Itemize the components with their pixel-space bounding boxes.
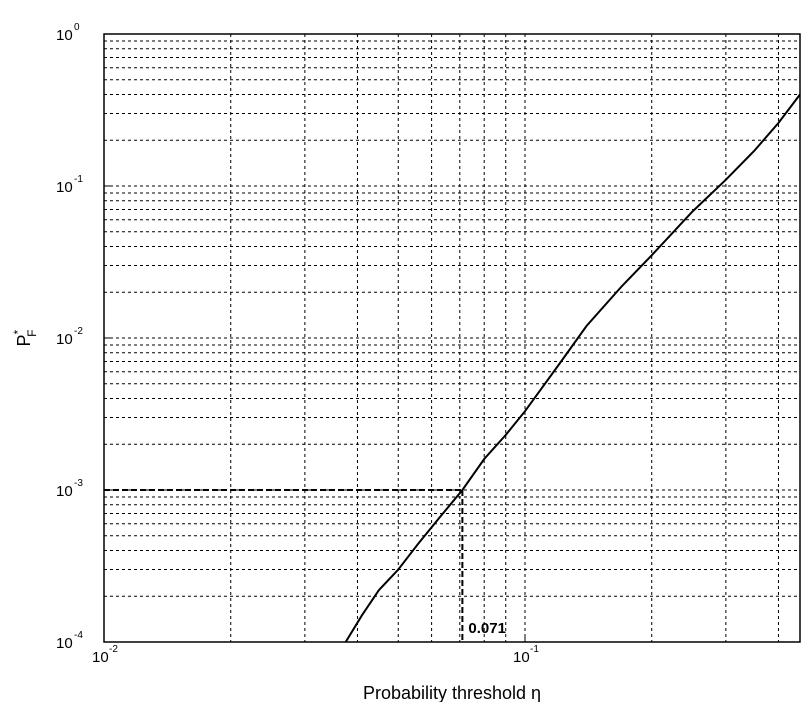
y-tick-label: 10 -4 xyxy=(56,630,83,652)
y-tick-label-base: 10 xyxy=(56,331,73,348)
y-tick-label-base: 10 xyxy=(56,27,73,44)
y-axis-label-superscript: * xyxy=(11,330,25,335)
y-tick-label-exponent: -1 xyxy=(74,174,83,185)
y-tick-label: 10 -1 xyxy=(56,174,83,196)
x-tick-label-exponent: -1 xyxy=(530,644,539,655)
grid-lines xyxy=(104,34,800,642)
x-axis-label: Probability threshold η xyxy=(363,683,541,702)
axis-ticks: 10 -2 10 -110 -410 -310 -210 -110 0 xyxy=(56,22,539,666)
x-tick-label-base: 10 xyxy=(92,649,109,666)
y-tick-label-base: 10 xyxy=(56,635,73,652)
x-tick-label-base: 10 xyxy=(513,649,530,666)
x-tick-label: 10 -2 xyxy=(92,644,118,666)
y-tick-label-base: 10 xyxy=(56,483,73,500)
y-tick-label-exponent: 0 xyxy=(74,22,80,33)
y-axis-label-base: P xyxy=(14,335,34,347)
reference-lines xyxy=(104,489,464,642)
series-line xyxy=(344,93,801,643)
y-tick-label-exponent: -2 xyxy=(74,326,83,337)
y-axis-label-subscript: F xyxy=(25,329,39,336)
y-tick-label-exponent: -3 xyxy=(74,478,83,489)
reference-annotation: 0.071 xyxy=(468,620,506,637)
y-tick-label: 10 0 xyxy=(56,22,80,44)
y-tick-label-exponent: -4 xyxy=(74,630,83,641)
x-tick-label: 10 -1 xyxy=(513,644,539,666)
y-axis-label: P*F xyxy=(11,329,39,346)
x-tick-label-exponent: -2 xyxy=(109,644,118,655)
y-tick-label-base: 10 xyxy=(56,179,73,196)
y-tick-label: 10 -3 xyxy=(56,478,83,500)
y-tick-label: 10 -2 xyxy=(56,326,83,348)
